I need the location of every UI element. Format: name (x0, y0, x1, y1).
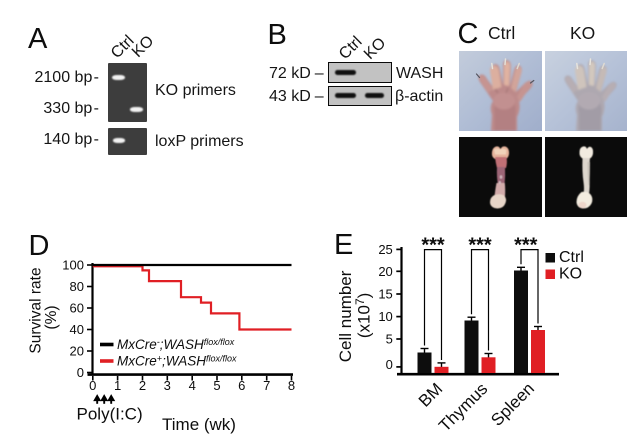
svg-text:4: 4 (189, 378, 196, 393)
svg-text:(%): (%) (43, 305, 60, 329)
svg-text:Thymus: Thymus (435, 379, 491, 435)
svg-text:100: 100 (62, 258, 84, 273)
svg-text:***: *** (421, 235, 445, 257)
svg-text:60: 60 (70, 301, 84, 316)
svg-text:MxCre-;WASHflox/flox: MxCre-;WASHflox/flox (117, 337, 235, 352)
svg-text:6: 6 (238, 378, 245, 393)
svg-text:0: 0 (77, 365, 84, 380)
svg-text:Time (wk): Time (wk) (162, 415, 236, 434)
svg-text:80: 80 (70, 279, 84, 294)
svg-text:Cell number: Cell number (336, 270, 355, 362)
svg-text:5: 5 (213, 378, 220, 393)
svg-text:Spleen: Spleen (487, 379, 538, 430)
svg-text:(x107): (x107) (353, 293, 374, 338)
svg-text:2: 2 (139, 378, 146, 393)
svg-text:Poly(I:C): Poly(I:C) (77, 405, 143, 424)
svg-text:BM: BM (415, 379, 446, 410)
svg-text:0: 0 (89, 378, 96, 393)
svg-text:0: 0 (386, 357, 393, 372)
svg-text:5: 5 (386, 332, 393, 347)
svg-text:1: 1 (114, 378, 121, 393)
svg-text:15: 15 (378, 287, 392, 302)
svg-text:10: 10 (378, 309, 392, 324)
svg-text:20: 20 (378, 264, 392, 279)
svg-text:7: 7 (263, 378, 270, 393)
svg-text:Survival rate: Survival rate (28, 267, 45, 353)
svg-text:***: *** (468, 235, 492, 257)
svg-text:Ctrl: Ctrl (559, 249, 584, 266)
svg-text:3: 3 (164, 378, 171, 393)
svg-text:***: *** (514, 235, 538, 257)
svg-text:MxCre+;WASHflox/flox: MxCre+;WASHflox/flox (117, 354, 237, 369)
svg-text:40: 40 (70, 322, 84, 337)
svg-text:20: 20 (70, 344, 84, 359)
svg-text:8: 8 (288, 378, 295, 393)
svg-text:KO: KO (559, 266, 582, 283)
svg-text:25: 25 (378, 242, 392, 257)
